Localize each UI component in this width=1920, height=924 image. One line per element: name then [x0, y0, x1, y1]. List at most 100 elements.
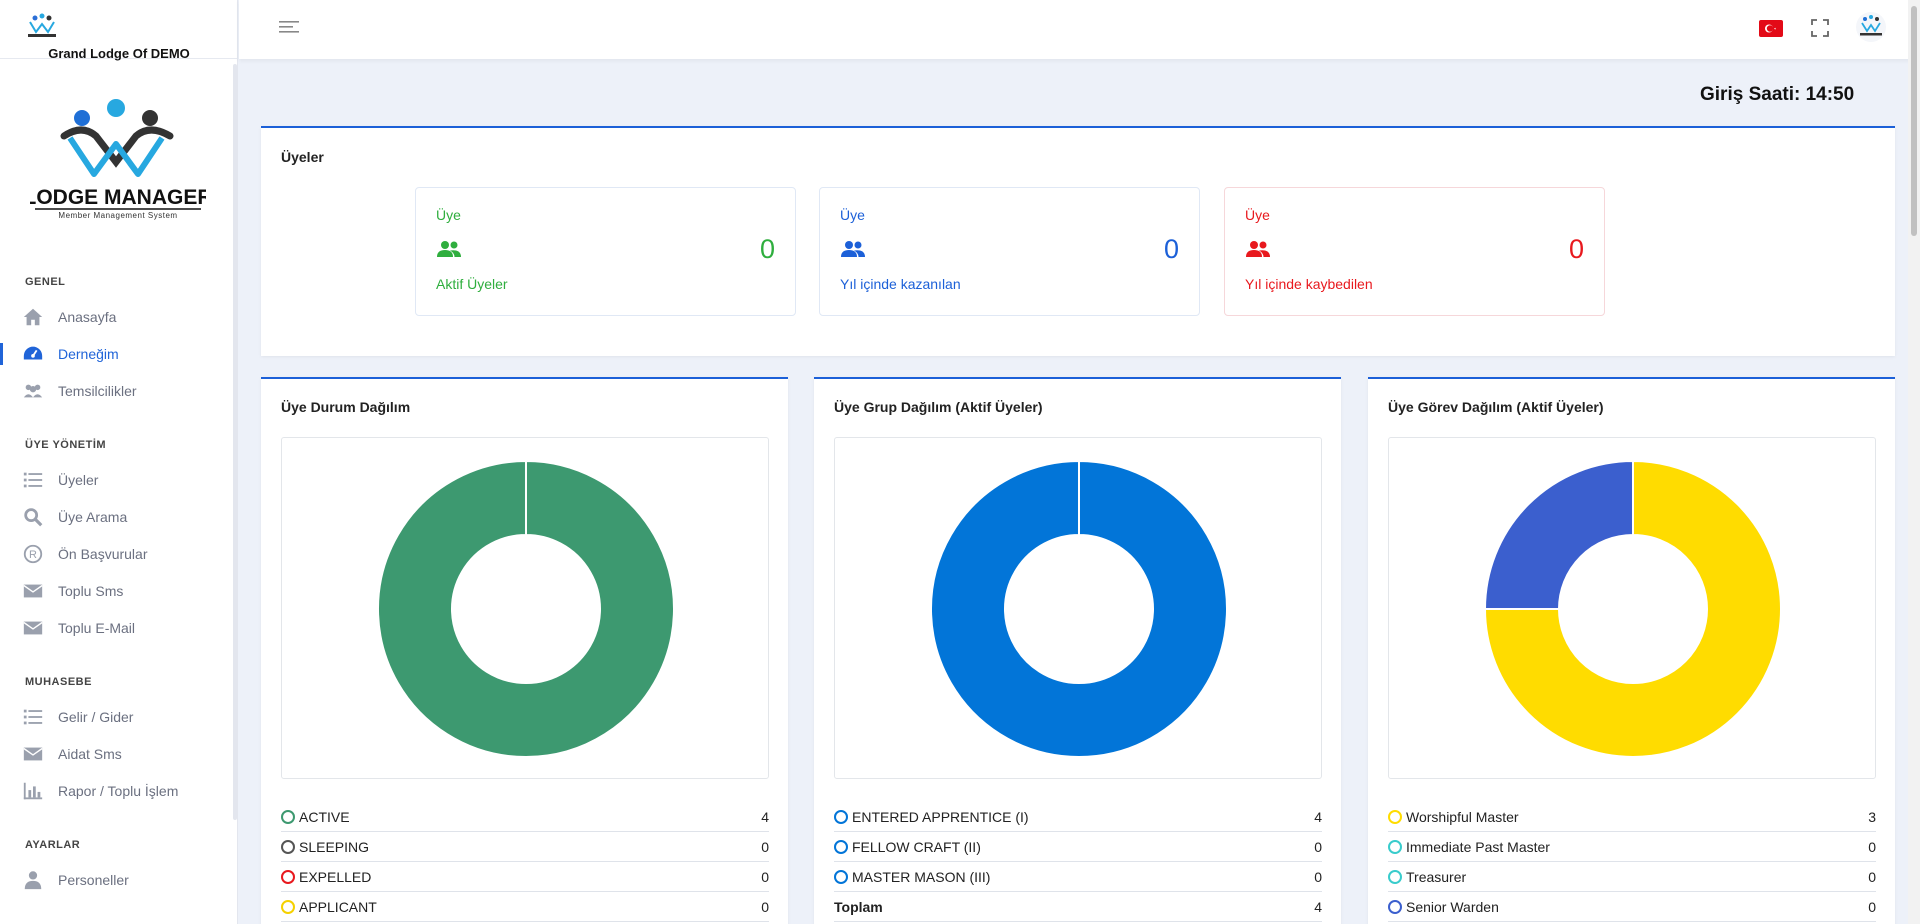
sidebar-item-gelir-gider[interactable]: Gelir / Gider [0, 702, 234, 732]
legend-dot-icon [834, 809, 848, 824]
search-icon [22, 506, 44, 528]
members-card-title: Üyeler [281, 149, 324, 165]
user-icon [22, 869, 44, 891]
stat-lost-members: Üye 0 Yıl içinde kaybedilen [1224, 187, 1605, 316]
sidebar-item-label: Ön Başvurular [58, 546, 148, 562]
svg-text:R: R [29, 549, 37, 561]
list-icon [22, 706, 44, 728]
lodge-manager-logo: LODGE MANAGER Member Management System [30, 99, 206, 220]
chart-title: Üye Grup Dağılım (Aktif Üyeler) [834, 399, 1043, 415]
sidebar-item-label: Üye Arama [58, 509, 128, 525]
mini-logo-icon[interactable] [24, 12, 60, 40]
legend-count: 0 [761, 868, 769, 885]
section-ayarlar: AYARLAR [25, 839, 81, 851]
donut-slice[interactable] [376, 459, 675, 758]
sidebar-item-label: Toplu E-Mail [58, 620, 136, 636]
organization-name: Grand Lodge Of DEMO [48, 46, 190, 61]
stat-label: Üye [1245, 207, 1270, 223]
legend-label: SLEEPING [299, 838, 370, 855]
legend-row[interactable]: SLEEPING 0 [281, 832, 769, 862]
bar-chart-icon [22, 780, 44, 802]
users-icon [841, 241, 865, 257]
home-icon [22, 306, 44, 328]
legend-label: ACTIVE [299, 808, 350, 825]
stat-description: Aktif Üyeler [436, 276, 508, 292]
legend-label: EXPELLED [299, 868, 372, 885]
sidebar-scrollbar[interactable] [233, 64, 237, 820]
logo-title: LODGE MANAGER [30, 186, 206, 209]
legend-row[interactable]: Worshipful Master 3 [1388, 802, 1876, 832]
list-icon [22, 469, 44, 491]
registered-icon: R [22, 543, 44, 565]
stat-value: 0 [1568, 234, 1584, 264]
legend-count: 0 [1868, 868, 1876, 885]
legend-count: 0 [1314, 868, 1322, 885]
user-avatar[interactable] [1855, 12, 1887, 42]
donut-slice[interactable] [1483, 459, 1634, 610]
legend-dot-icon [1388, 869, 1402, 884]
legend-dot-icon [1388, 899, 1402, 914]
logo-subtitle: Member Management System [58, 211, 177, 220]
legend-count: 0 [1314, 838, 1322, 855]
stat-label: Üye [436, 207, 461, 223]
legend-dot-icon [281, 899, 295, 914]
legend-dot-icon [281, 809, 295, 824]
sidebar-item-toplu-email[interactable]: Toplu E-Mail [0, 613, 234, 643]
fullscreen-icon[interactable] [1809, 17, 1831, 39]
legend-row[interactable]: ACTIVE 4 [281, 802, 769, 832]
sidebar-item-dernegim[interactable]: Derneğim [0, 339, 234, 369]
legend-row[interactable]: Immediate Past Master 0 [1388, 832, 1876, 862]
stat-description: Yıl içinde kazanılan [840, 276, 961, 292]
menu-toggle-icon[interactable] [279, 19, 301, 37]
duty-distribution-card: Üye Görev Dağılım (Aktif Üyeler) Worship… [1368, 377, 1895, 924]
sidebar-item-on-basvurular[interactable]: R Ön Başvurular [0, 539, 234, 569]
sidebar-header: Grand Lodge Of DEMO [0, 0, 237, 61]
legend-count: 0 [761, 898, 769, 915]
legend-count: 0 [761, 838, 769, 855]
legend-row[interactable]: MASTER MASON (III) 0 [834, 862, 1322, 892]
members-card: Üyeler Üye 0 Aktif Üyeler Üye 0 Yıl için… [261, 126, 1895, 356]
sidebar-item-label: Derneğim [58, 346, 119, 362]
sidebar-item-uye-arama[interactable]: Üye Arama [0, 502, 234, 532]
legend-row[interactable]: FELLOW CRAFT (II) 0 [834, 832, 1322, 862]
stat-value: 0 [759, 234, 775, 264]
section-muhasebe: MUHASEBE [25, 676, 92, 688]
donut-slice[interactable] [929, 459, 1228, 758]
envelope-icon [22, 617, 44, 639]
sidebar-item-rapor[interactable]: Rapor / Toplu İşlem [0, 776, 234, 806]
legend-dot-icon [834, 839, 848, 854]
sidebar: Grand Lodge Of DEMO LODGE MANAGER Member… [0, 0, 238, 924]
sidebar-item-aidat-sms[interactable]: Aidat Sms [0, 739, 234, 769]
legend-label: FELLOW CRAFT (II) [852, 838, 981, 855]
group-distribution-card: Üye Grup Dağılım (Aktif Üyeler) ENTERED … [814, 377, 1341, 924]
legend-row[interactable]: Treasurer 0 [1388, 862, 1876, 892]
legend-total-label: Toplam [834, 898, 883, 915]
legend-count: 4 [761, 808, 769, 825]
sidebar-item-label: Gelir / Gider [58, 709, 134, 725]
stat-gained-members: Üye 0 Yıl içinde kazanılan [819, 187, 1200, 316]
page-scrollbar[interactable] [1908, 0, 1920, 924]
legend-row[interactable]: Senior Warden 0 [1388, 892, 1876, 922]
sidebar-item-anasayfa[interactable]: Anasayfa [0, 302, 234, 332]
envelope-icon [22, 580, 44, 602]
legend-row[interactable]: ENTERED APPRENTICE (I) 4 [834, 802, 1322, 832]
donut-slice[interactable] [1483, 459, 1782, 758]
users-icon [22, 380, 44, 402]
sidebar-item-label: Temsilcilikler [58, 383, 137, 399]
sidebar-item-label: Anasayfa [58, 309, 117, 325]
legend-label: Treasurer [1406, 868, 1467, 885]
sidebar-item-personeller[interactable]: Personeller [0, 865, 234, 895]
legend-row[interactable]: EXPELLED 0 [281, 862, 769, 892]
legend-row[interactable]: APPLICANT 0 [281, 892, 769, 922]
login-time: Giriş Saati: 14:50 [1700, 84, 1855, 105]
sidebar-item-toplu-sms[interactable]: Toplu Sms [0, 576, 234, 606]
legend-count: 0 [1868, 898, 1876, 915]
stat-value: 0 [1163, 234, 1179, 264]
legend-label: Immediate Past Master [1406, 838, 1550, 855]
turkish-flag-icon[interactable] [1759, 20, 1783, 37]
sidebar-item-uyeler[interactable]: Üyeler [0, 465, 234, 495]
chart-title: Üye Durum Dağılım [281, 399, 411, 415]
legend-count: 3 [1868, 808, 1876, 825]
sidebar-item-temsilcilikler[interactable]: Temsilcilikler [0, 376, 234, 406]
legend-dot-icon [1388, 809, 1402, 824]
